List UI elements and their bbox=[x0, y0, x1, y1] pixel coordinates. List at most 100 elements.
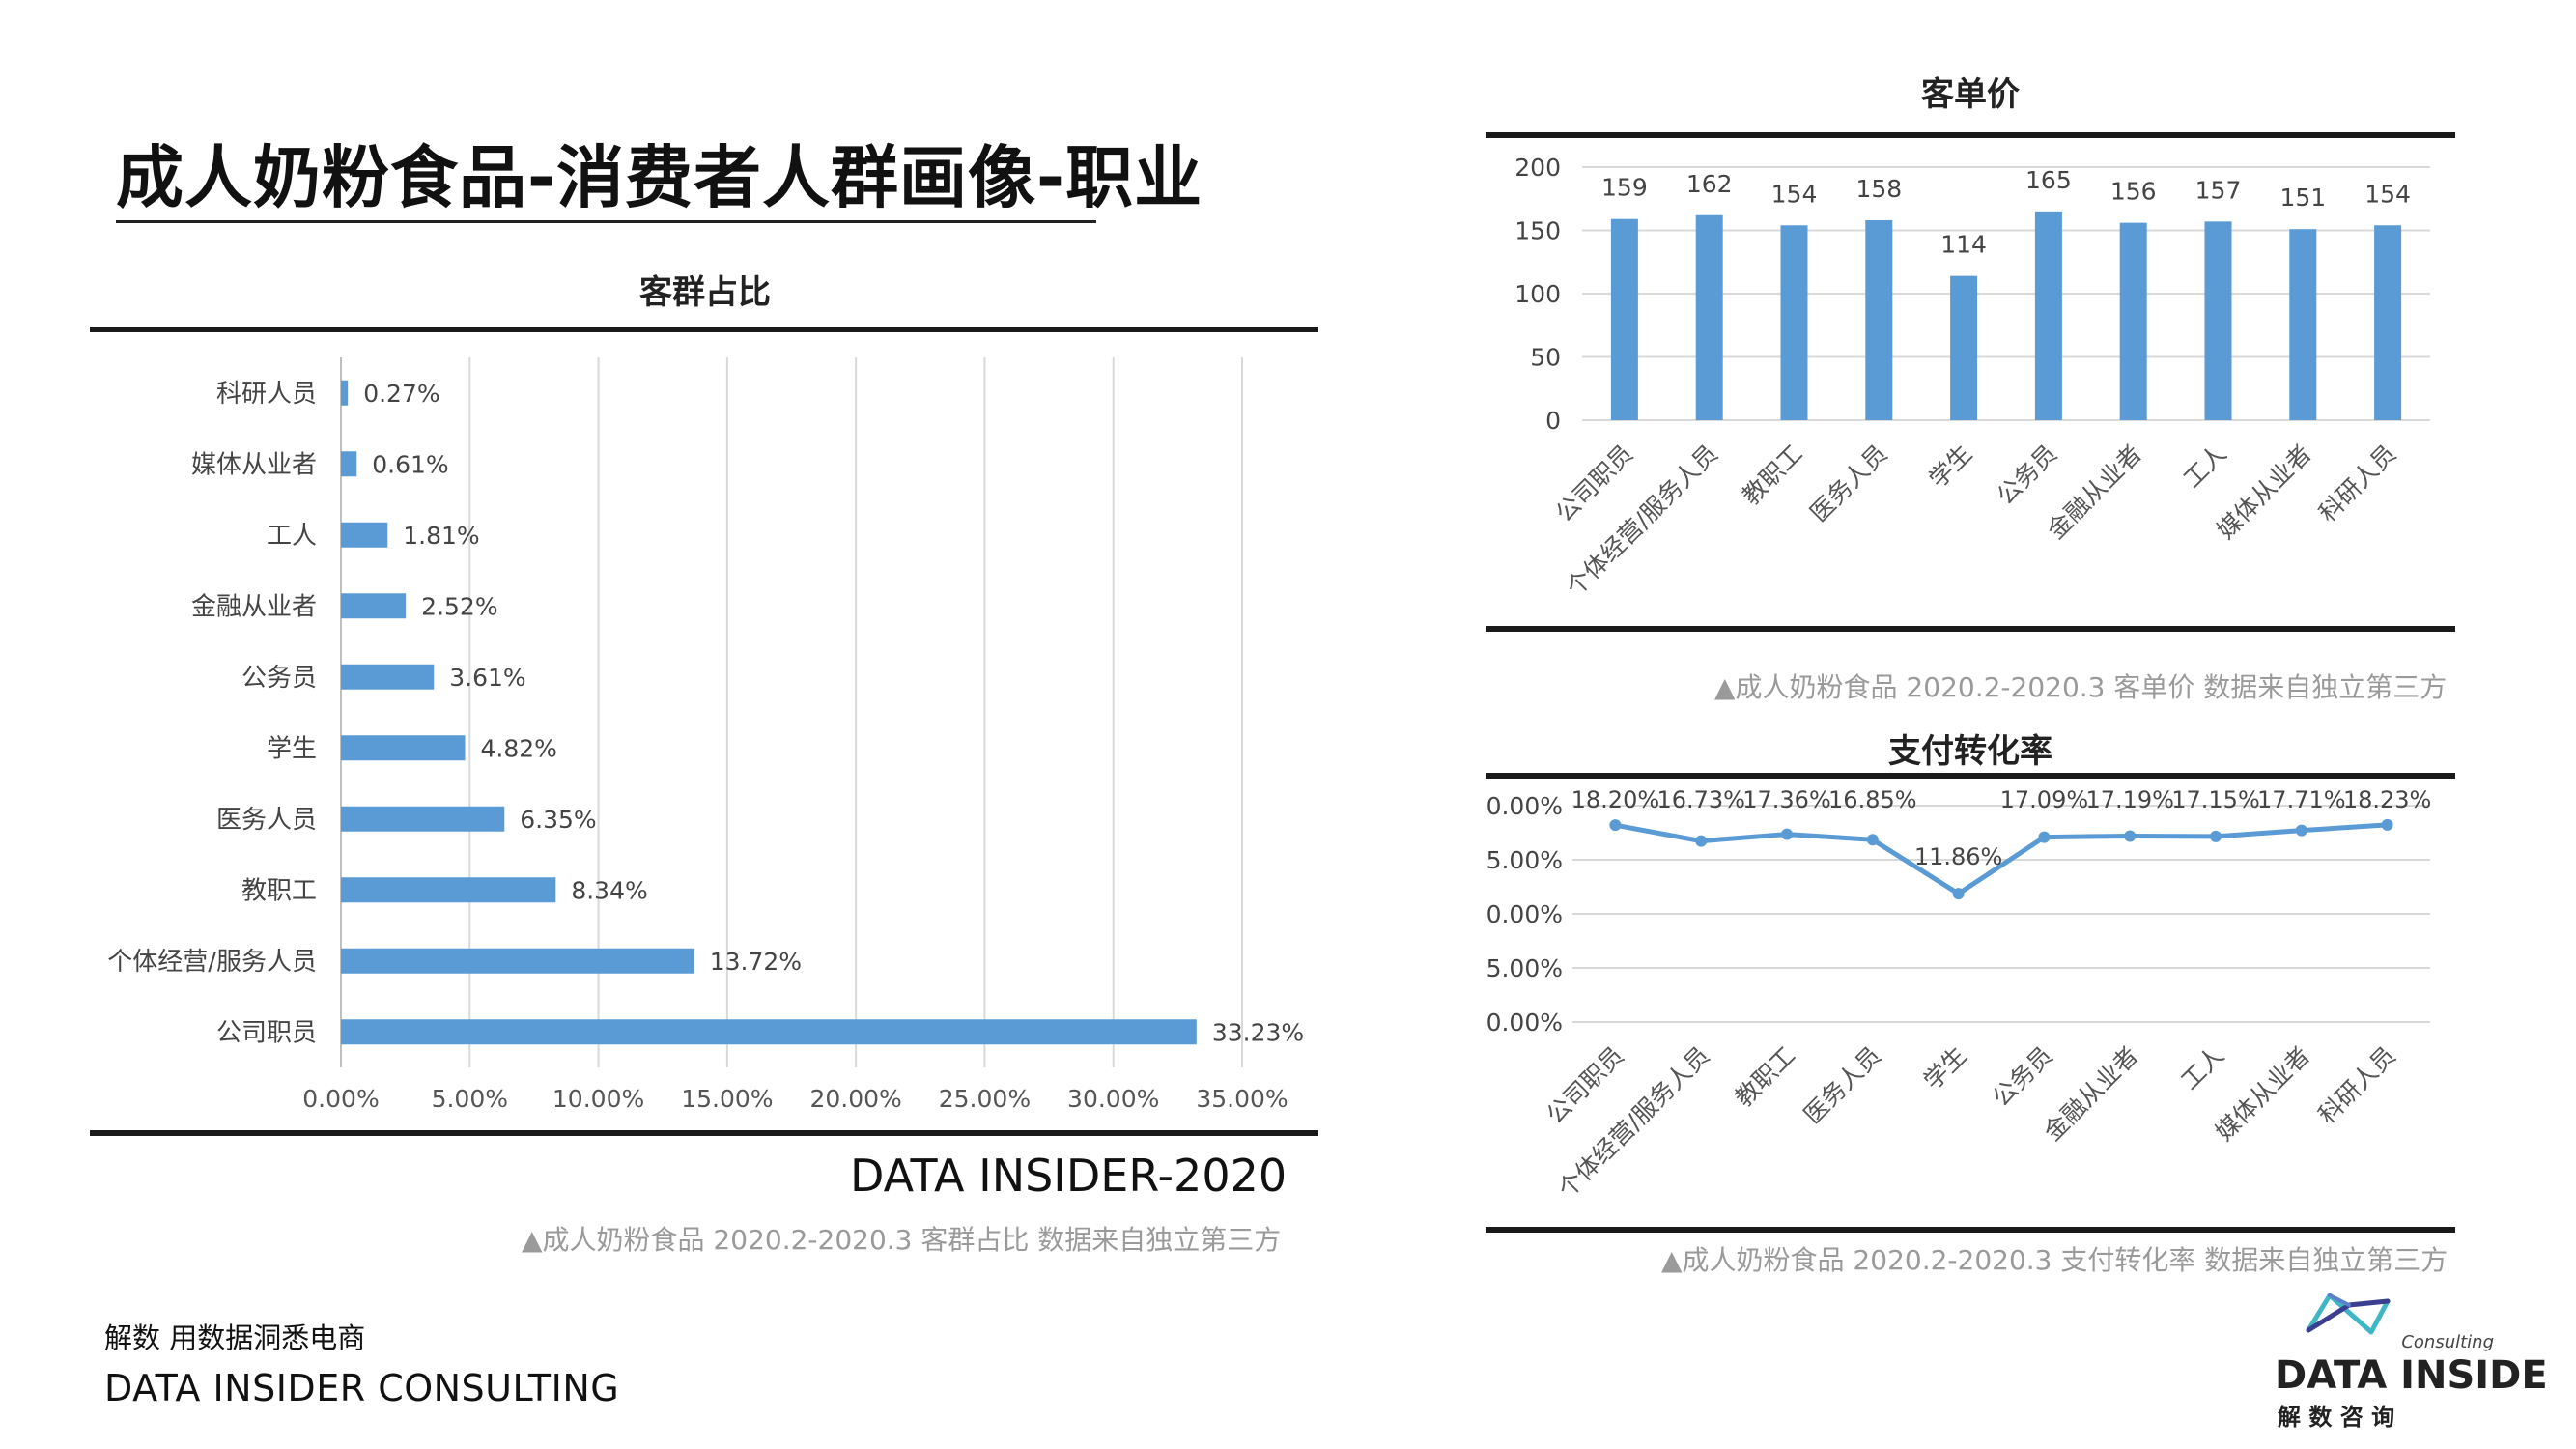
category-label: 科研人员 bbox=[2313, 440, 2401, 527]
bar-value-label: 156 bbox=[2110, 178, 2157, 206]
category-label: 公司职员 bbox=[216, 1018, 317, 1047]
data-point bbox=[1866, 834, 1879, 846]
bar-value-label: 1.81% bbox=[403, 522, 479, 550]
share-chart-bottom-rule bbox=[90, 1130, 1318, 1136]
category-label: 金融从业者 bbox=[2039, 1041, 2144, 1147]
data-point bbox=[1781, 828, 1793, 840]
bar-value-label: 114 bbox=[1940, 231, 1987, 259]
category-label: 学生 bbox=[267, 734, 317, 763]
point-value-label: 16.73% bbox=[1656, 786, 1745, 813]
price-bar bbox=[1865, 220, 1893, 420]
category-label: 科研人员 bbox=[216, 380, 317, 409]
logo-chinese: 解 数 咨 询 bbox=[2278, 1404, 2394, 1431]
category-label: 教职工 bbox=[1737, 440, 1808, 511]
x-tick-label: 10.00% bbox=[552, 1085, 644, 1113]
category-label: 医务人员 bbox=[1798, 1041, 1886, 1129]
x-tick-label: 15.00% bbox=[681, 1085, 773, 1113]
share-bar bbox=[341, 948, 694, 974]
category-label: 工人 bbox=[2175, 1041, 2229, 1095]
point-value-label: 17.09% bbox=[2000, 786, 2089, 813]
bar-value-label: 158 bbox=[1855, 175, 1902, 203]
category-label: 学生 bbox=[1923, 440, 1977, 494]
point-value-label: 11.86% bbox=[1914, 843, 2003, 870]
bar-value-label: 154 bbox=[1771, 180, 1818, 208]
bar-value-label: 162 bbox=[1686, 170, 1733, 198]
point-value-label: 17.15% bbox=[2171, 786, 2260, 813]
y-tick-label: 5.00% bbox=[1486, 954, 1563, 982]
bar-value-label: 151 bbox=[2279, 184, 2326, 212]
price-chart-caption: ▲成人奶粉食品 2020.2-2020.3 客单价 数据来自独立第三方 bbox=[1714, 671, 2448, 703]
share-bar bbox=[341, 522, 388, 548]
y-tick-label: 0 bbox=[1545, 407, 1561, 435]
bar-value-label: 8.34% bbox=[571, 876, 647, 904]
y-tick-label: 10.00% bbox=[1486, 900, 1563, 928]
share-bar-chart: 0.00% 5.00% 10.00% 15.00% 20.00% 25.00% 30.00%… bbox=[107, 357, 1304, 1113]
brand-tagline: 解数 用数据洞悉电商 bbox=[104, 1321, 366, 1354]
price-bar-chart: 0 50 100 150 200 159 公司职员 162 个体经营/服务人员 154 教职工 158… bbox=[1514, 154, 2430, 602]
price-chart-top-rule bbox=[1486, 132, 2455, 138]
x-tick-label: 25.00% bbox=[939, 1085, 1031, 1113]
bar-value-label: 2.52% bbox=[421, 592, 497, 620]
price-bar bbox=[2034, 211, 2062, 420]
category-label: 工人 bbox=[267, 522, 317, 551]
category-label: 公务员 bbox=[241, 664, 317, 693]
point-value-label: 17.71% bbox=[2257, 786, 2346, 813]
conversion-line-chart: 0.00% 5.00% 10.00% 15.00% 20.00% 18.20% 公司职员 16… bbox=[1486, 786, 2432, 1204]
category-label: 教职工 bbox=[1730, 1041, 1801, 1113]
category-label: 工人 bbox=[2178, 440, 2232, 494]
price-chart-title: 客单价 bbox=[1921, 75, 2020, 114]
x-tick-label: 20.00% bbox=[809, 1085, 901, 1113]
price-bar bbox=[2374, 225, 2402, 420]
category-label: 媒体从业者 bbox=[2210, 1041, 2315, 1147]
category-label: 金融从业者 bbox=[191, 592, 317, 621]
share-bar bbox=[341, 664, 435, 690]
bar-value-label: 4.82% bbox=[480, 734, 556, 762]
bar-value-label: 3.61% bbox=[449, 664, 525, 692]
bar-value-label: 0.61% bbox=[372, 450, 448, 478]
data-point bbox=[2295, 824, 2307, 837]
data-point bbox=[1609, 819, 1622, 832]
bar-value-label: 157 bbox=[2195, 176, 2242, 204]
category-label: 医务人员 bbox=[216, 806, 317, 835]
bar-value-label: 33.23% bbox=[1212, 1018, 1304, 1046]
bar-value-label: 165 bbox=[2025, 166, 2072, 194]
logo-name: DATA INSIDER bbox=[2275, 1353, 2550, 1398]
logo-consulting: Consulting bbox=[2401, 1332, 2494, 1352]
conversion-chart-title: 支付转化率 bbox=[1888, 732, 2052, 771]
price-bar bbox=[2119, 222, 2147, 420]
price-bar bbox=[2204, 221, 2232, 420]
y-tick-label: 150 bbox=[1514, 217, 1561, 245]
category-label: 医务人员 bbox=[1804, 440, 1892, 527]
share-chart-caption: ▲成人奶粉食品 2020.2-2020.3 客群占比 数据来自独立第三方 bbox=[522, 1224, 1282, 1256]
point-value-label: 16.85% bbox=[1828, 786, 1917, 813]
price-bar bbox=[1780, 225, 1808, 420]
page-title: 成人奶粉食品-消费者人群画像-职业 bbox=[116, 138, 1203, 217]
category-label: 个体经营/服务人员 bbox=[1561, 440, 1723, 602]
x-tick-label: 35.00% bbox=[1196, 1085, 1288, 1113]
category-label: 个体经营/服务人员 bbox=[107, 948, 317, 977]
share-bar bbox=[341, 380, 349, 406]
category-label: 公务员 bbox=[1992, 440, 2063, 511]
bar-value-label: 159 bbox=[1601, 174, 1648, 202]
bar-value-label: 154 bbox=[2364, 180, 2411, 208]
category-label: 媒体从业者 bbox=[191, 450, 317, 479]
bar-value-label: 13.72% bbox=[710, 948, 802, 976]
data-insider-label: DATA INSIDER-2020 bbox=[850, 1150, 1288, 1202]
data-point bbox=[2210, 830, 2222, 842]
conversion-chart-caption: ▲成人奶粉食品 2020.2-2020.3 支付转化率 数据来自独立第三方 bbox=[1661, 1244, 2449, 1276]
conversion-chart-bottom-rule bbox=[1486, 1227, 2455, 1233]
share-chart-top-rule bbox=[90, 327, 1318, 332]
price-bar bbox=[1695, 214, 1723, 420]
y-tick-label: 50 bbox=[1530, 344, 1561, 372]
share-bar bbox=[341, 735, 466, 761]
category-label: 教职工 bbox=[241, 876, 317, 905]
data-point bbox=[2381, 818, 2393, 831]
y-tick-label: 20.00% bbox=[1486, 792, 1563, 820]
y-tick-label: 100 bbox=[1514, 280, 1561, 308]
point-value-label: 18.23% bbox=[2343, 786, 2432, 813]
category-label: 公司职员 bbox=[1550, 440, 1638, 527]
price-bar bbox=[2289, 229, 2317, 420]
share-bar bbox=[341, 1019, 1197, 1045]
category-label: 个体经营/服务人员 bbox=[1553, 1041, 1715, 1204]
share-bar bbox=[341, 593, 407, 619]
